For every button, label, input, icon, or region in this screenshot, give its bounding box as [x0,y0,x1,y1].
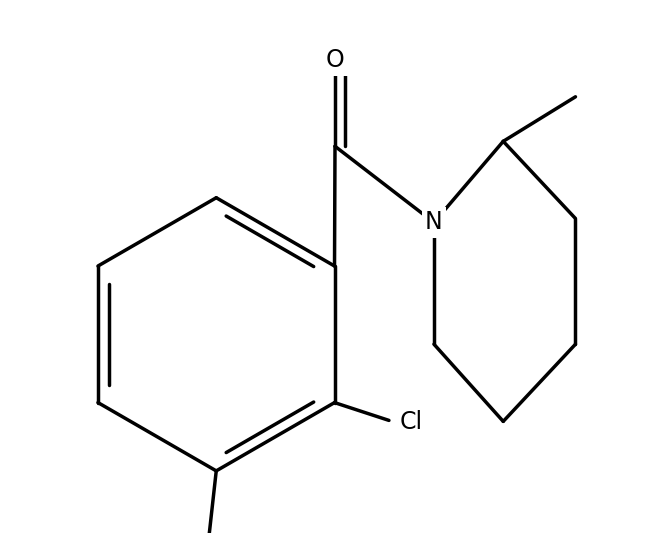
Text: N: N [425,211,443,234]
Text: Cl: Cl [399,411,422,434]
Text: O: O [326,48,344,72]
